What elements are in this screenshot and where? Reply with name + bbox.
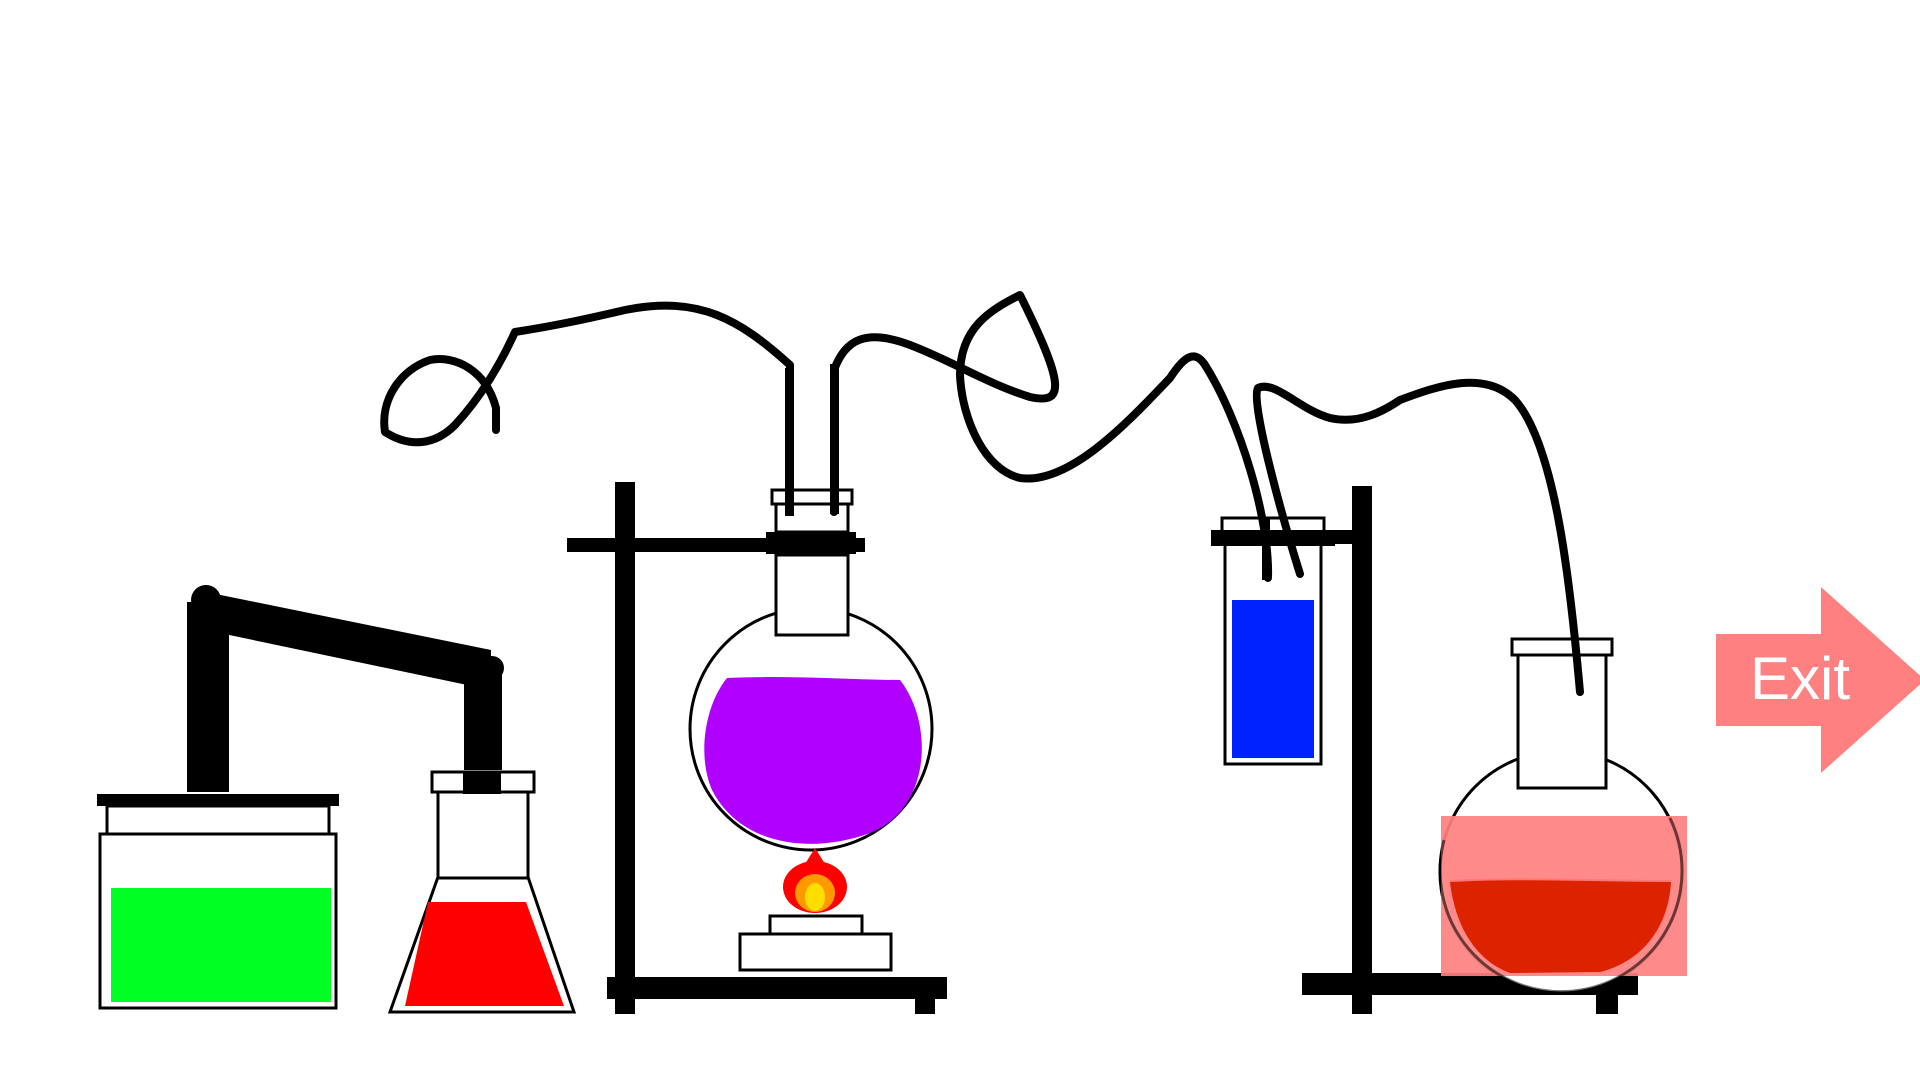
left-stand-foot-left (615, 997, 635, 1014)
left-stand-foot-right (915, 997, 935, 1014)
thick-tube-vertical-right (464, 664, 502, 770)
blue-cylinder[interactable] (1211, 516, 1335, 766)
red-flask-tube-in (463, 772, 501, 794)
purple-flask-liquid (704, 677, 922, 844)
right-stand-foot-left (1352, 993, 1372, 1014)
green-jar-neck (105, 804, 331, 836)
thick-tube-diagonal (196, 590, 491, 690)
thick-tube-joint-left (191, 585, 221, 615)
purple-flask-stopper (770, 488, 854, 506)
burner[interactable] (738, 848, 893, 972)
exit-button[interactable]: Exit (1716, 587, 1920, 773)
green-jar-liquid (111, 888, 331, 1002)
right-stand-rod (1352, 486, 1372, 1014)
orange-flask-liquid-over (1450, 880, 1671, 973)
burner-flame-tip (800, 848, 830, 872)
red-flask-liquid (405, 902, 564, 1006)
hose-purple-to-blue (830, 291, 1273, 582)
hose-red-to-purple (380, 301, 794, 516)
red-flask-neck (436, 788, 530, 880)
green-jar[interactable] (97, 794, 339, 1010)
blue-cylinder-clamp (1211, 530, 1335, 546)
orange-flask-bulb-outline (1438, 817, 1684, 994)
thick-delivery-tube (187, 585, 504, 792)
left-stand-clamp-jaw (766, 532, 856, 554)
purple-flask[interactable] (688, 364, 934, 852)
connecting-hoses (380, 291, 1584, 696)
right-stand-foot-right (1596, 993, 1618, 1014)
exit-arrow-icon (1716, 587, 1920, 773)
blue-cylinder-liquid (1232, 600, 1314, 758)
left-ring-stand (567, 482, 947, 1014)
red-flask[interactable] (387, 770, 577, 1014)
green-jar-lid (97, 794, 339, 806)
burner-flame-core (805, 883, 825, 911)
hose-blue-to-orange (1252, 378, 1584, 696)
left-stand-base (607, 977, 947, 999)
thick-tube-vertical-left (187, 602, 229, 792)
left-stand-rod (615, 482, 635, 1012)
purple-flask-neck (774, 553, 850, 637)
orange-flask[interactable] (1438, 637, 1687, 995)
orange-flask-stopper (1510, 637, 1614, 657)
blue-cylinder-rim (1220, 516, 1326, 534)
orange-flask-neck (1516, 650, 1608, 790)
exit-button-label: Exit (1750, 645, 1850, 712)
burner-base (738, 932, 893, 972)
burner-top-plate (768, 914, 864, 936)
